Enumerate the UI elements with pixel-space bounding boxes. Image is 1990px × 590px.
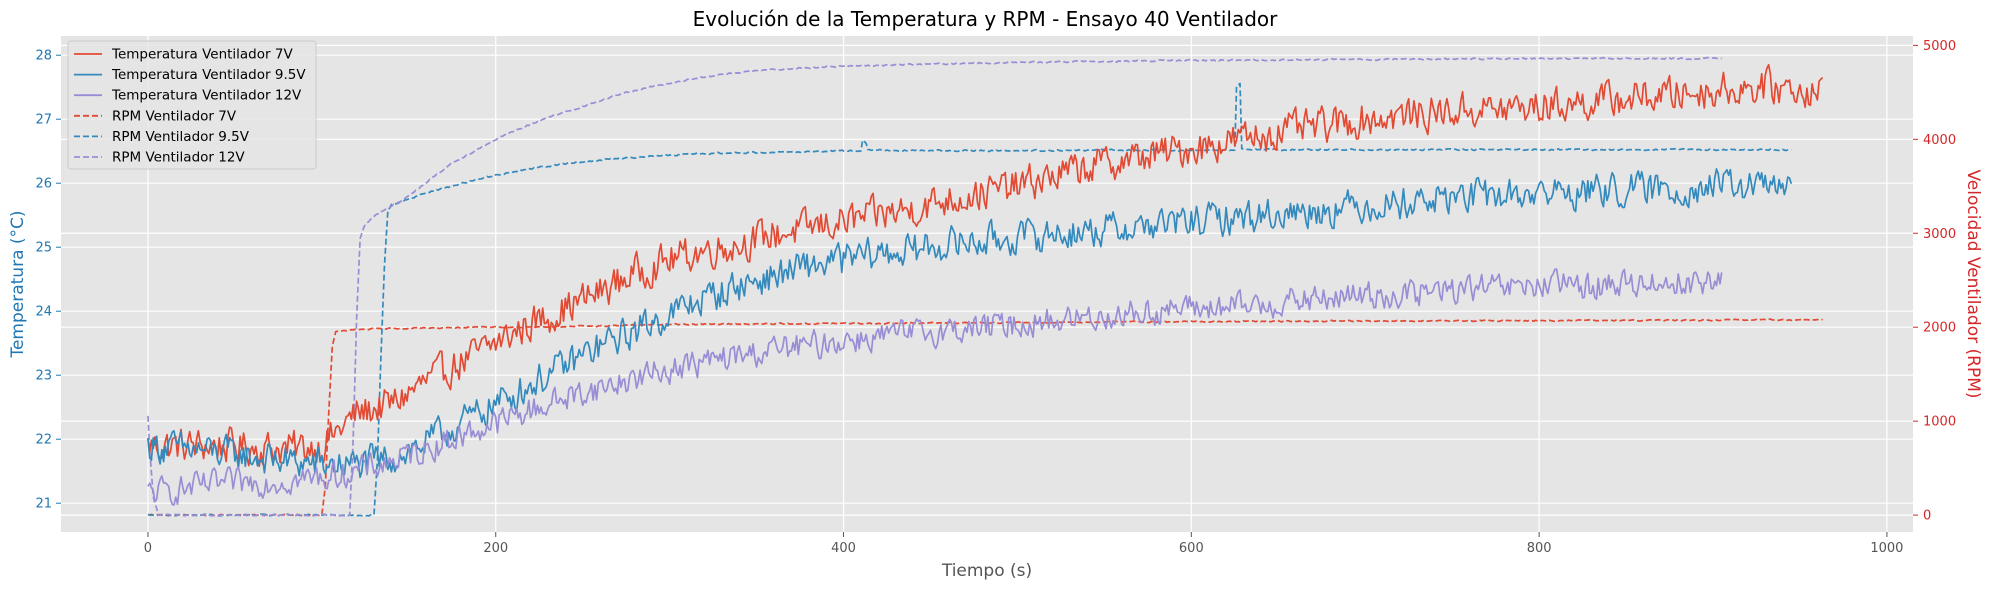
chart-title: Evolución de la Temperatura y RPM - Ensa…	[693, 7, 1279, 31]
y-right-tick-label: 4000	[1923, 133, 1956, 148]
y-left-tick-label: 25	[35, 241, 52, 256]
x-tick-label: 200	[483, 541, 508, 556]
y-right-tick-label: 1000	[1923, 415, 1956, 430]
y-left-ticks: 21 22 23 24 25 26 27 28	[35, 49, 61, 512]
x-tick-label: 1000	[1870, 541, 1903, 556]
y-right-ticks: 0 1000 2000 3000 4000 5000	[1913, 39, 1956, 524]
series-line	[147, 168, 1793, 479]
legend-label: Temperatura Ventilador 9.5V	[111, 67, 306, 83]
legend-label: RPM Ventilador 7V	[112, 108, 237, 124]
series-line	[147, 56, 1722, 517]
series-line	[147, 268, 1723, 506]
x-tick-label: 800	[1527, 541, 1552, 556]
y-left-tick-label: 22	[35, 433, 52, 448]
y-left-tick-label: 21	[35, 497, 52, 512]
x-axis-label: Tiempo (s)	[941, 561, 1032, 581]
legend-label: RPM Ventilador 9.5V	[112, 129, 250, 145]
y-right-tick-label: 5000	[1923, 39, 1956, 54]
y-left-tick-label: 26	[35, 177, 52, 192]
series-layer	[147, 56, 1824, 517]
grid	[61, 36, 1913, 532]
y-right-tick-label: 2000	[1923, 321, 1956, 336]
x-tick-label: 600	[1179, 541, 1204, 556]
series-line	[147, 63, 1824, 468]
legend-label: Temperatura Ventilador 7V	[111, 47, 293, 63]
x-ticks: 0 200 400 600 800 1000	[144, 532, 1903, 556]
legend-box	[67, 40, 317, 170]
series-line	[147, 82, 1792, 517]
y-left-tick-label: 27	[35, 113, 52, 128]
y-left-tick-label: 23	[35, 369, 52, 384]
y-right-tick-label: 0	[1923, 509, 1931, 524]
x-tick-label: 400	[831, 541, 856, 556]
y-left-tick-label: 24	[35, 305, 52, 320]
legend-label: RPM Ventilador 12V	[112, 150, 245, 166]
y-right-axis-label: Velocidad Ventilador (RPM)	[1963, 169, 1983, 398]
y-left-axis-label: Temperatura (°C)	[8, 210, 28, 358]
x-tick-label: 0	[144, 541, 152, 556]
y-right-tick-label: 3000	[1923, 227, 1956, 242]
y-left-tick-label: 28	[35, 49, 52, 64]
legend: Temperatura Ventilador 7V Temperatura Ven…	[67, 40, 317, 170]
legend-label: Temperatura Ventilador 12V	[111, 88, 302, 104]
